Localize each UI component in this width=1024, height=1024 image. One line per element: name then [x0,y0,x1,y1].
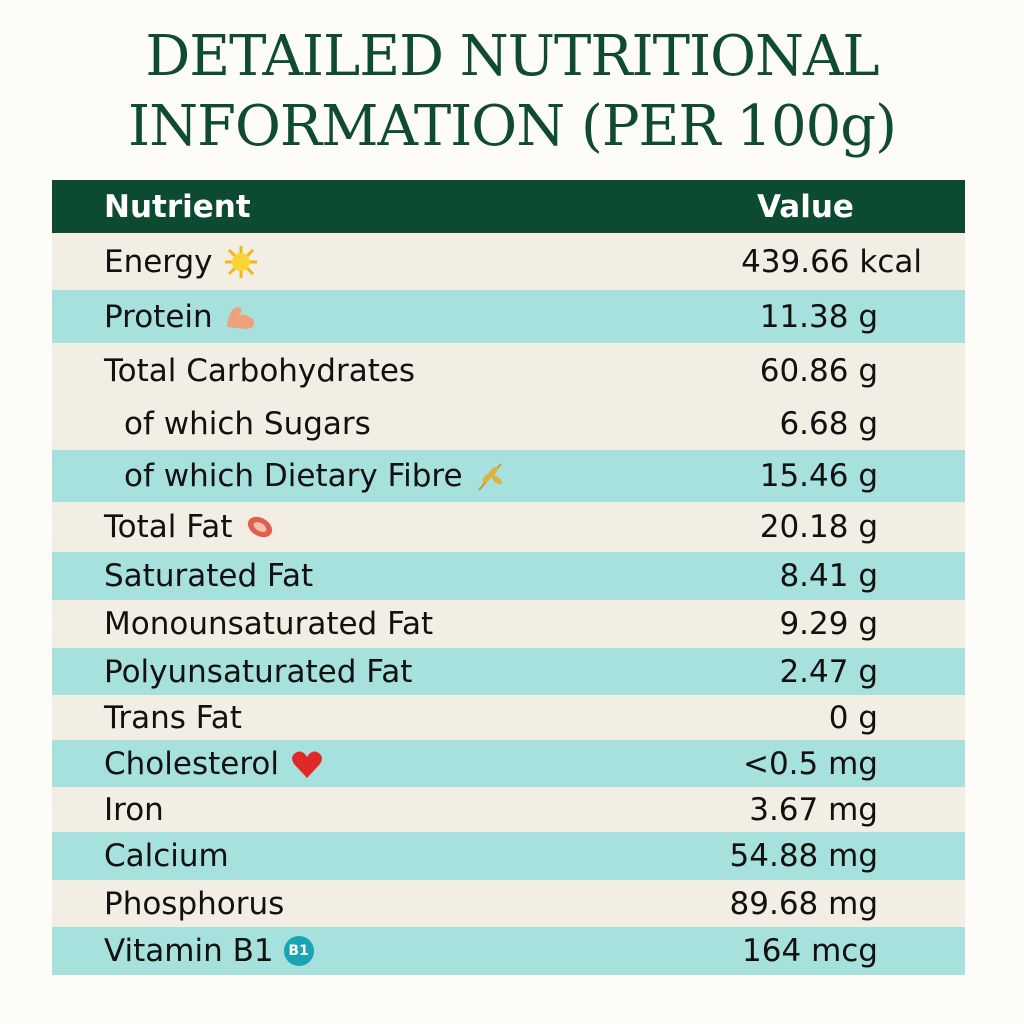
table-row: Iron 3.67 mg [52,787,965,832]
value: <0.5 mg [742,745,878,782]
table-row: Polyunsaturated Fat 2.47 g [52,648,965,695]
table-row: Saturated Fat 8.41 g [52,552,965,600]
table-row: Total Carbohydrates 60.86 g [52,343,965,398]
value: 89.68 mg [729,885,878,922]
wheat-icon [477,463,502,491]
value: 439.66 kcal [741,243,922,280]
column-header: Nutrient [104,188,251,225]
nutrient: Calcium [104,838,229,874]
table-row: Protein 11.38 g [52,290,965,343]
nutrient: Monounsaturated Fat [104,606,434,642]
heart-icon [292,751,322,778]
value: 54.88 mg [729,838,878,874]
table-row: of which Sugars 6.68 g [52,398,965,450]
nutrient: Cholesterol [104,745,279,782]
column-header: Value [757,188,854,225]
nutrient: Vitamin B1 [104,933,274,969]
table-row: Energy 439.66 kcal [52,233,965,290]
nutrient: Total Carbohydrates [104,352,416,389]
table-row: Trans Fat 0 g [52,695,965,740]
nutrient: Phosphorus [104,885,285,922]
value: 0 g [828,699,878,736]
title: DETAILED NUTRITIONAL [145,24,879,89]
value: 2.47 g [779,653,878,690]
value: 9.29 g [779,606,878,642]
value: 60.86 g [759,352,878,389]
table-row: Total Fat 20.18 g [52,502,965,552]
muscle-icon [226,306,254,329]
nutrient: Energy [104,243,213,280]
nutrient: Trans Fat [104,699,242,736]
nutrient: of which Dietary Fibre [124,458,463,494]
nutrient: of which Sugars [124,406,371,442]
value: 20.18 g [759,509,878,545]
nutrient: Total Fat [104,509,233,545]
table-header: Nutrient Value [52,180,965,233]
table-row: Cholesterol <0.5 mg [52,740,965,787]
nutrient: Saturated Fat [104,558,314,594]
value: 6.68 g [779,406,878,442]
steak-icon [248,516,273,538]
value: 164 mcg [742,933,878,969]
table-row: Calcium 54.88 mg [52,832,965,880]
value: 15.46 g [759,458,878,494]
value: 11.38 g [759,298,878,335]
table-row: Vitamin B1 B1 164 mcg [52,927,965,975]
nutrient: Protein [104,298,213,335]
title: INFORMATION (PER 100g) [128,94,897,159]
value: 3.67 mg [749,791,878,828]
vitamin-badge: B1 [283,936,314,966]
table-row: of which Dietary Fibre 15.46 g [52,450,965,502]
sun-icon [224,245,257,278]
table-row: Monounsaturated Fat 9.29 g [52,600,965,648]
nutrient: Iron [104,791,164,828]
nutrient: Polyunsaturated Fat [104,653,413,690]
table-row: Phosphorus 89.68 mg [52,880,965,927]
nutrition-table: Nutrient Value Energy 439.66 kcal Protei… [52,180,965,975]
value: 8.41 g [779,558,878,594]
